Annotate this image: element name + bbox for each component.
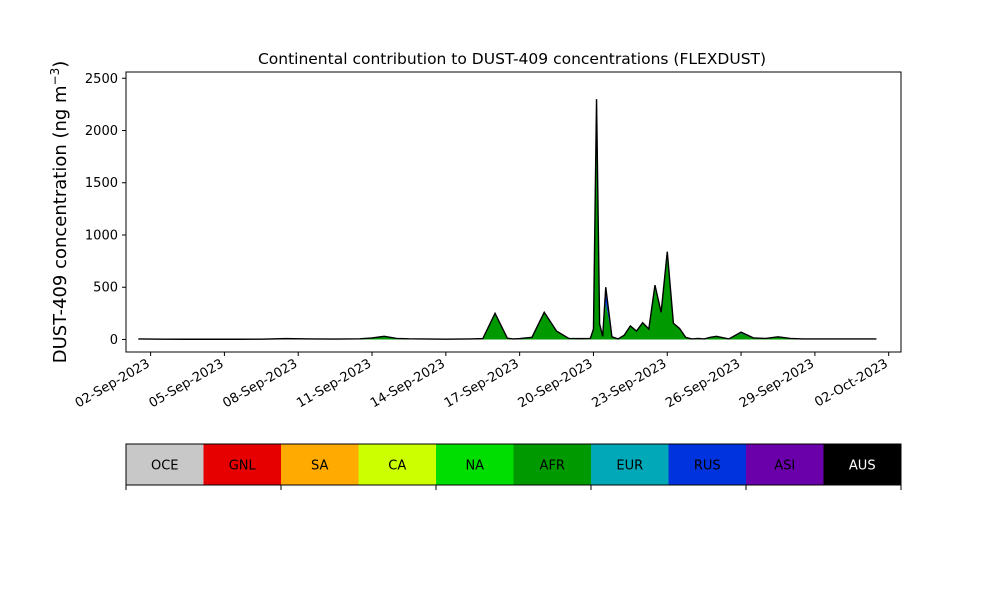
- legend-label-aus: AUS: [849, 459, 876, 474]
- chart-title: Continental contribution to DUST-409 con…: [258, 50, 766, 68]
- area-rus: [138, 99, 877, 340]
- x-tick-label: 20-Sep-2023: [516, 356, 596, 411]
- legend-swatch-asi: [746, 444, 824, 485]
- y-axis-label-superscript: −3: [48, 68, 62, 86]
- y-tick-label: 500: [93, 281, 118, 296]
- legend-label-afr: AFR: [540, 459, 565, 474]
- y-axis-label: DUST-409 concentration (ng m−3): [48, 61, 71, 364]
- x-tick-label: 29-Sep-2023: [737, 356, 817, 411]
- x-tick-label: 02-Oct-2023: [812, 356, 890, 410]
- y-tick-label: 2000: [85, 124, 118, 139]
- legend-swatch-aus: [823, 444, 902, 485]
- stacked-areas: [138, 99, 877, 340]
- y-axis-ticks: 0 500 1000 1500 2000 2500: [85, 72, 126, 348]
- x-tick-label: 05-Sep-2023: [147, 356, 227, 411]
- legend-label-oce: OCE: [151, 459, 179, 474]
- legend-label-rus: RUS: [694, 459, 721, 474]
- total-outline: [138, 99, 877, 340]
- area-eur: [138, 99, 877, 340]
- legend-swatch-sa: [281, 444, 359, 485]
- y-tick-label: 1500: [85, 176, 118, 191]
- legend-swatch-afr: [513, 444, 592, 485]
- x-axis-ticks: 02-Sep-202305-Sep-202308-Sep-202311-Sep-…: [73, 352, 891, 411]
- x-tick-label: 11-Sep-2023: [294, 356, 374, 411]
- legend-label-gnl: GNL: [229, 459, 257, 474]
- y-tick-label: 1000: [85, 228, 118, 243]
- legend-swatch-gnl: [203, 444, 282, 485]
- colorbar-frame: [125, 443, 902, 486]
- legend-swatch-na: [436, 444, 514, 485]
- y-tick-label: 0: [110, 333, 118, 348]
- y-axis-label-close: ): [50, 61, 71, 68]
- total-concentration-line: [138, 99, 877, 340]
- y-tick-label: 2500: [85, 72, 118, 87]
- legend-swatch-rus: [668, 444, 747, 485]
- x-tick-label: 14-Sep-2023: [368, 356, 448, 411]
- area-afr: [138, 99, 877, 340]
- area-asi: [138, 99, 877, 340]
- legend-swatch-eur: [591, 444, 669, 485]
- x-tick-label: 23-Sep-2023: [589, 356, 669, 411]
- area-aus: [138, 99, 877, 340]
- legend-swatch-ca: [358, 444, 437, 485]
- x-tick-label: 17-Sep-2023: [442, 356, 522, 411]
- x-tick-label: 26-Sep-2023: [663, 356, 743, 411]
- legend-label-sa: SA: [311, 459, 328, 474]
- plot-frame: [125, 71, 902, 353]
- legend-label-asi: ASI: [774, 459, 795, 474]
- x-tick-label: 02-Sep-2023: [73, 356, 153, 411]
- x-tick-label: 08-Sep-2023: [220, 356, 300, 411]
- colorbar-legend: OCE GNL SA CA NA AFR EUR RUS ASI AUS: [125, 443, 902, 490]
- legend-label-ca: CA: [388, 459, 406, 474]
- legend-swatch-oce: [126, 444, 204, 485]
- legend-label-eur: EUR: [616, 459, 643, 474]
- y-axis-label-main: DUST-409 concentration (ng m: [50, 85, 71, 363]
- legend-label-na: NA: [465, 459, 484, 474]
